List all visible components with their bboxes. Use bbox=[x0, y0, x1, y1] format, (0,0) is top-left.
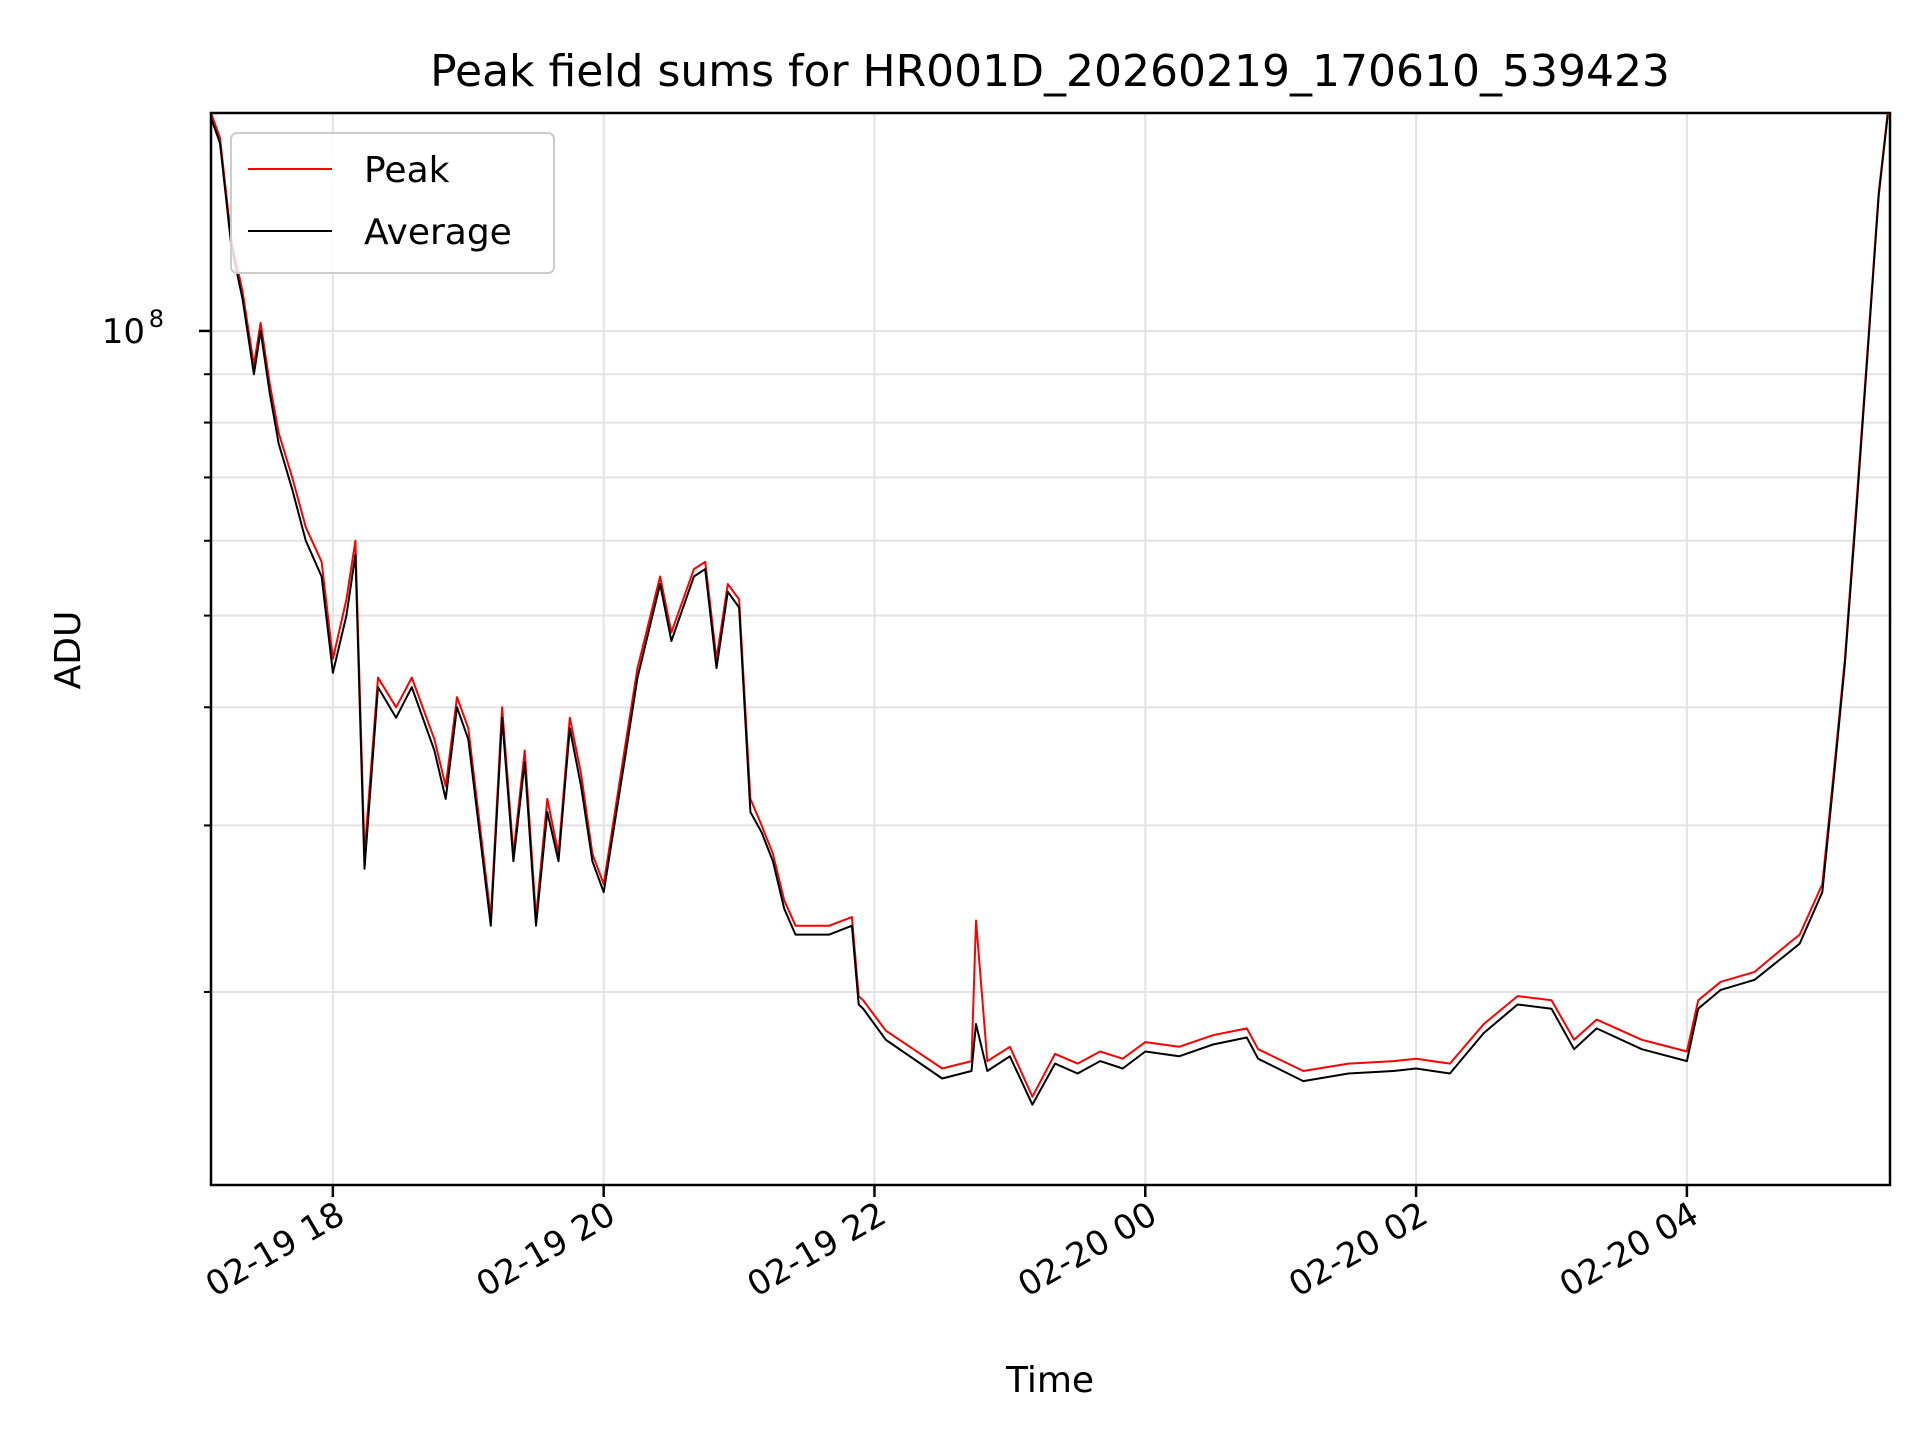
series-lines bbox=[211, 113, 1889, 1106]
y-tick-label-exponent: 8 bbox=[149, 305, 164, 333]
plot-frame bbox=[209, 111, 1892, 1187]
grid bbox=[211, 113, 1890, 1185]
y-axis-ticks: 10 8 bbox=[102, 305, 211, 993]
y-tick-label-base: 10 bbox=[102, 312, 145, 352]
y-axis-label: ADU bbox=[48, 611, 89, 690]
chart-title: Peak field sums for HR001D_20260219_1706… bbox=[430, 46, 1670, 97]
legend: Peak Average bbox=[230, 132, 555, 274]
legend-average-label: Average bbox=[364, 212, 512, 253]
series-line-peak bbox=[211, 113, 1889, 1098]
series-line-average bbox=[211, 115, 1889, 1106]
x-axis-label: Time bbox=[1005, 1360, 1094, 1401]
legend-peak-label: Peak bbox=[364, 150, 450, 191]
